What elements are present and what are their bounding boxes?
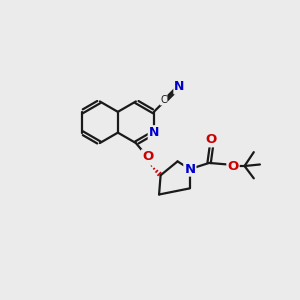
- Text: N: N: [184, 163, 195, 176]
- Text: O: O: [142, 150, 153, 163]
- Text: O: O: [206, 133, 217, 146]
- Text: N: N: [174, 80, 185, 94]
- Text: C: C: [160, 95, 167, 105]
- Text: O: O: [227, 160, 239, 172]
- Text: N: N: [149, 126, 159, 139]
